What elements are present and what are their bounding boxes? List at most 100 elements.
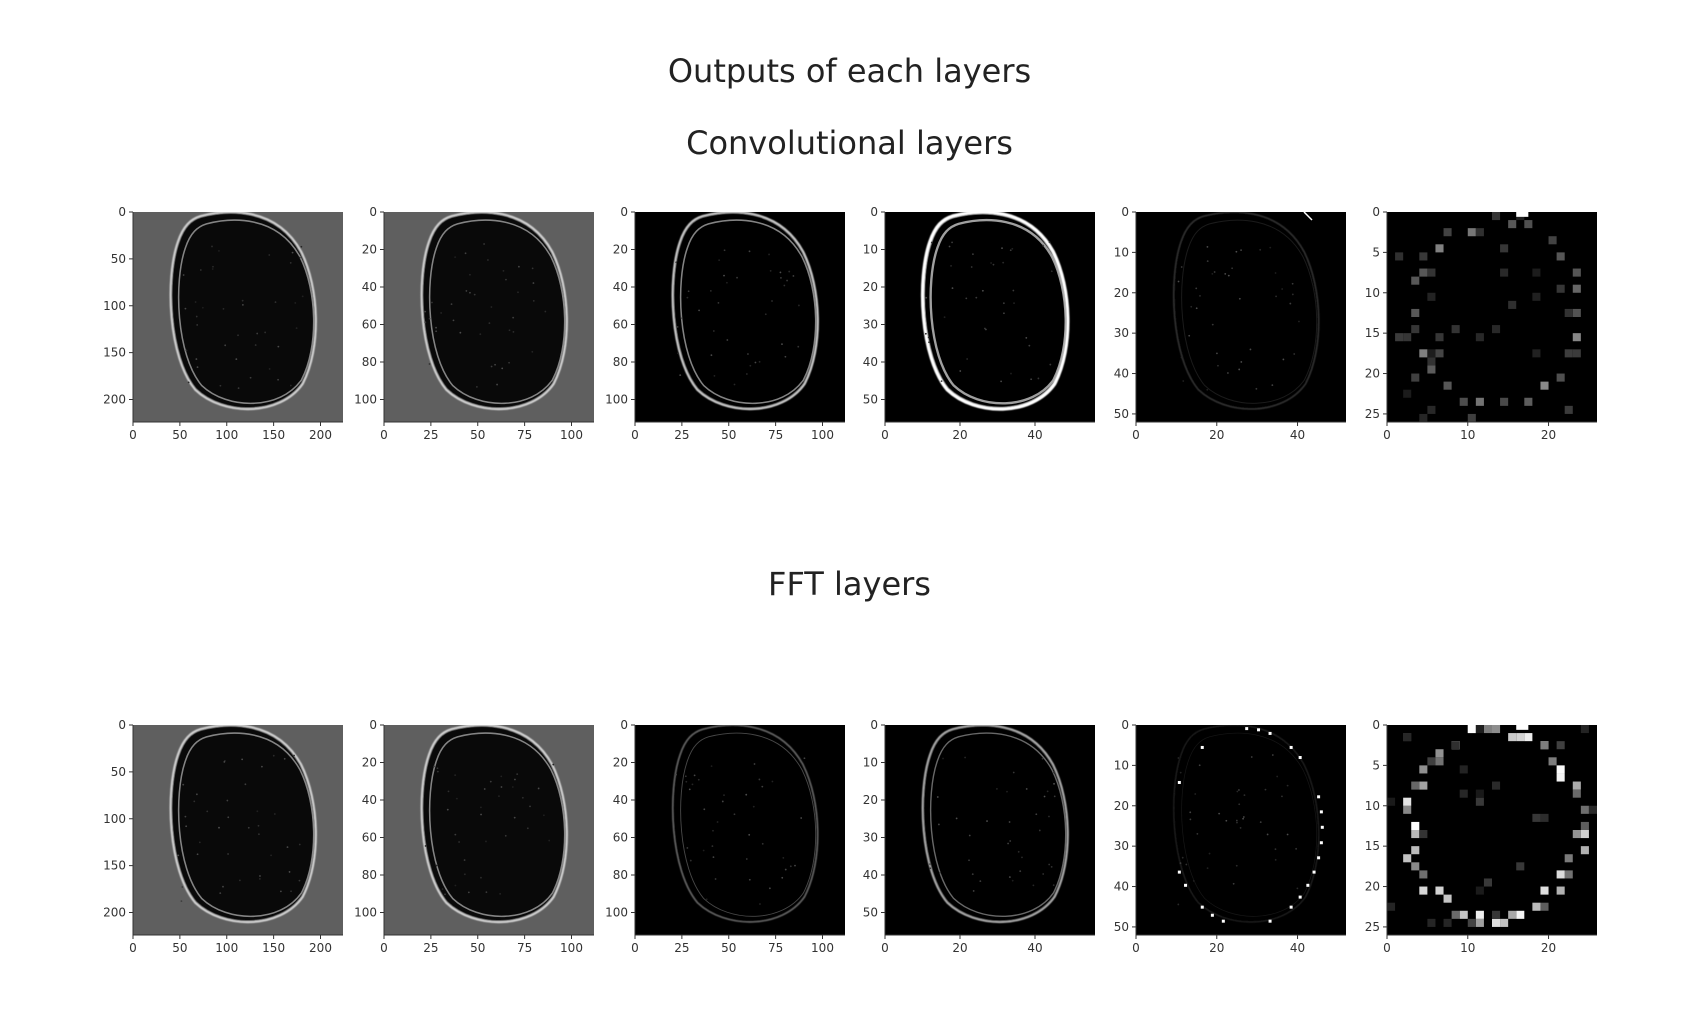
texture-mark xyxy=(1238,297,1241,300)
texture-mark xyxy=(181,886,184,888)
pixel-mark xyxy=(1221,919,1225,923)
pixel-mark xyxy=(1508,300,1517,309)
pixel-mark xyxy=(1588,805,1597,814)
texture-mark xyxy=(483,788,486,790)
texture-mark xyxy=(1021,856,1023,859)
texture-mark xyxy=(1217,364,1219,367)
texture-mark xyxy=(187,381,190,384)
texture-mark xyxy=(769,269,772,272)
x-tick-label: 20 xyxy=(1541,428,1556,442)
texture-mark xyxy=(992,263,995,266)
texture-mark xyxy=(1052,884,1055,887)
x-tick-label: 40 xyxy=(1290,941,1305,955)
texture-mark xyxy=(771,300,773,302)
y-tick-label: 50 xyxy=(863,393,878,407)
pixel-mark xyxy=(1475,789,1484,798)
texture-mark xyxy=(1046,790,1049,793)
texture-mark xyxy=(1028,344,1031,347)
y-tick-label: 15 xyxy=(1365,839,1380,853)
pixel-mark xyxy=(1564,870,1573,879)
pixel-mark xyxy=(1556,870,1565,879)
texture-mark xyxy=(289,261,292,264)
x-tick-label: 75 xyxy=(517,941,532,955)
x-tick-label: 150 xyxy=(262,428,285,442)
texture-mark xyxy=(780,276,782,279)
texture-mark xyxy=(1206,867,1209,870)
texture-mark xyxy=(247,826,250,829)
texture-mark xyxy=(1298,320,1300,323)
panel-fft-6: 0 10 20 0 5 10 15 20 25 xyxy=(1365,718,1597,955)
pixel-mark xyxy=(1387,797,1396,806)
texture-mark xyxy=(485,840,487,843)
y-tick-label: 40 xyxy=(1114,367,1129,381)
texture-mark xyxy=(965,297,968,300)
texture-mark xyxy=(1048,815,1050,818)
x-tick-label: 0 xyxy=(631,941,639,955)
texture-mark xyxy=(1006,790,1008,793)
panel-fft-4: 0 20 40 0 10 20 30 40 50 xyxy=(863,718,1095,955)
y-tick-label: 20 xyxy=(1114,799,1129,813)
pixel-mark xyxy=(1289,745,1293,749)
figure-title: Outputs of each layers xyxy=(667,52,1032,90)
texture-mark xyxy=(721,800,724,803)
texture-mark xyxy=(428,363,431,365)
texture-mark xyxy=(512,316,515,319)
texture-mark xyxy=(712,829,714,832)
x-tick-label: 100 xyxy=(215,941,238,955)
pixel-mark xyxy=(1257,728,1261,732)
y-tick-label: 100 xyxy=(354,906,377,920)
texture-mark xyxy=(286,846,289,849)
x-tick-label: 40 xyxy=(1027,941,1042,955)
panel-conv-1: 0 50 100 150 200 0 50 100 150 200 xyxy=(103,205,343,442)
texture-mark xyxy=(1181,856,1184,859)
inner-contour xyxy=(428,732,566,918)
y-tick-label: 60 xyxy=(362,831,377,845)
activation-map xyxy=(169,725,317,924)
texture-mark xyxy=(1291,293,1294,296)
texture-mark xyxy=(1259,821,1262,824)
texture-mark xyxy=(691,783,694,786)
pixel-mark xyxy=(1443,894,1452,903)
texture-mark xyxy=(758,778,761,781)
texture-mark xyxy=(723,274,725,277)
pixel-mark xyxy=(1319,841,1323,845)
texture-mark xyxy=(469,273,471,276)
pixel-mark xyxy=(1524,733,1533,742)
texture-mark xyxy=(494,363,496,366)
texture-mark xyxy=(1007,842,1009,845)
pixel-mark xyxy=(1411,862,1420,871)
texture-mark xyxy=(1274,858,1277,861)
pixel-mark xyxy=(1475,910,1484,919)
y-tick-label: 60 xyxy=(362,318,377,332)
pixel-mark xyxy=(1483,725,1492,734)
pixel-mark xyxy=(1572,789,1581,798)
activation-map xyxy=(169,212,317,411)
texture-mark xyxy=(929,867,932,870)
texture-mark xyxy=(1009,840,1012,842)
texture-mark xyxy=(677,352,679,355)
texture-mark xyxy=(726,281,728,284)
texture-mark xyxy=(1293,353,1296,355)
texture-mark xyxy=(1048,863,1051,866)
pixel-mark xyxy=(1467,228,1476,237)
texture-mark xyxy=(681,317,684,320)
x-tick-label: 0 xyxy=(1383,428,1391,442)
texture-mark xyxy=(452,319,455,322)
panel-fft-1: 0 50 100 150 200 0 50 100 150 200 xyxy=(103,718,343,955)
inner-contour xyxy=(428,219,566,405)
y-tick-label: 50 xyxy=(1114,920,1129,934)
pixel-mark xyxy=(1532,813,1541,822)
pixel-mark xyxy=(1419,349,1428,358)
x-tick-label: 75 xyxy=(768,941,783,955)
x-tick-label: 50 xyxy=(172,428,187,442)
pixel-mark xyxy=(1435,757,1444,766)
texture-mark xyxy=(928,341,930,344)
x-tick-label: 50 xyxy=(721,941,736,955)
y-tick-label: 25 xyxy=(1365,407,1380,421)
pixel-mark xyxy=(1492,325,1501,334)
texture-mark xyxy=(925,296,928,299)
texture-mark xyxy=(1009,249,1012,252)
texture-mark xyxy=(293,754,295,757)
texture-mark xyxy=(529,805,531,808)
texture-mark xyxy=(194,301,197,303)
